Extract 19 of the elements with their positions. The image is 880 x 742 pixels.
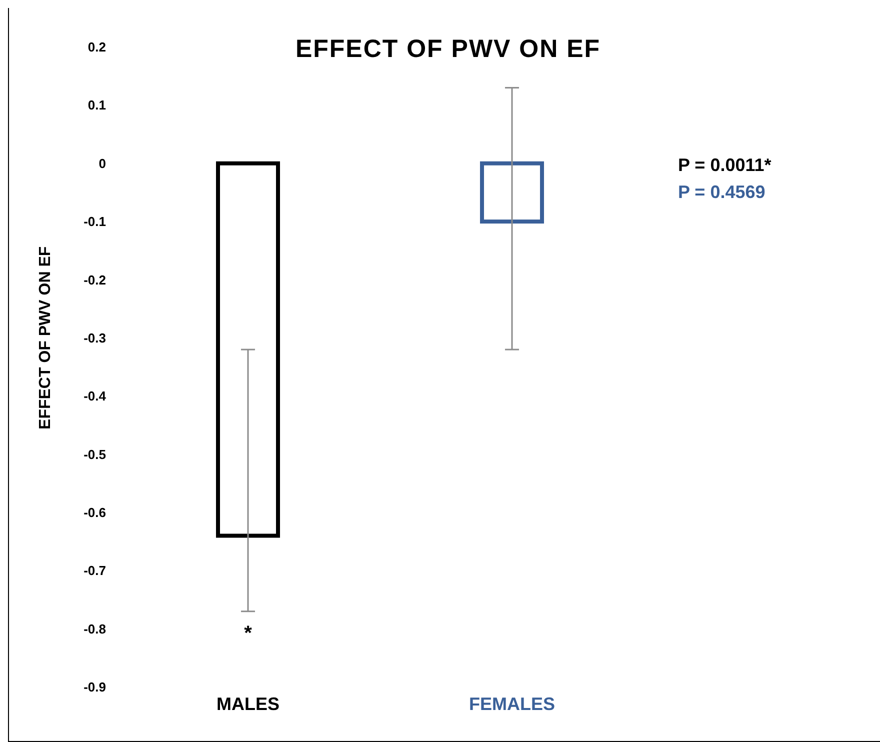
y-tick-label: 0.1: [88, 98, 106, 113]
text: P = 0.4569: [678, 182, 766, 202]
y-tick-label: -0.3: [84, 330, 106, 346]
y-tick-label: -0.2: [84, 272, 106, 288]
y-tick-label: -0.1: [84, 214, 106, 230]
x-tick-label: FEMALES: [468, 694, 556, 714]
y-axis-title: EFFECT OF PWV ON EF: [37, 246, 54, 430]
y-tick-label: -0.4: [84, 388, 107, 404]
y-tick-label: -0.7: [84, 563, 106, 578]
text: P = 0.0011*: [678, 155, 772, 175]
y-tick-label: 0.2: [88, 40, 106, 55]
chart-title: EFFECT OF PWV ON EF: [295, 35, 601, 63]
y-tick-label: -0.8: [84, 621, 106, 636]
y-tick-label: -0.6: [84, 505, 106, 520]
x-tick-label: MALES: [216, 694, 280, 714]
y-tick-label: 0: [98, 156, 106, 171]
annotation: *: [244, 622, 252, 644]
y-tick-label: -0.5: [84, 446, 106, 462]
y-tick-label: -0.9: [84, 680, 106, 695]
